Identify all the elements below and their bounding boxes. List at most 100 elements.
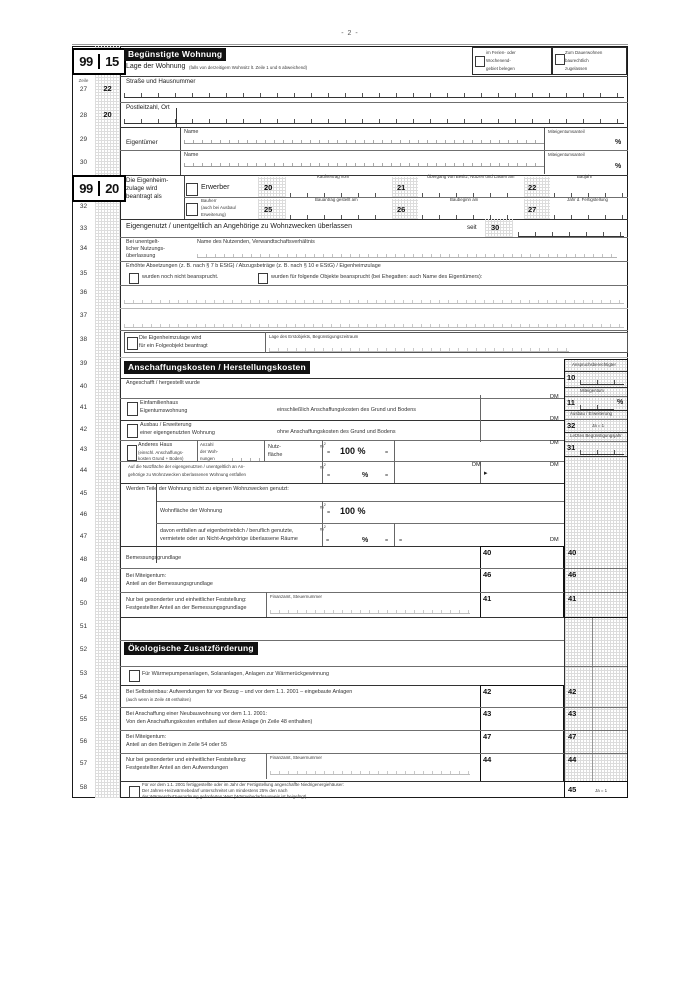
box-ferien-gebiet[interactable] — [472, 47, 552, 75]
label-ausbau-l1: Ausbau / Erweiterung — [140, 422, 192, 428]
sep-47a — [322, 523, 323, 546]
zeile-37: 37 — [79, 312, 88, 319]
zeile-55: 55 — [79, 716, 88, 723]
mesh-kz-21 — [392, 177, 418, 197]
input-objekte-1[interactable] — [124, 298, 624, 304]
zeile-36: 36 — [79, 289, 88, 296]
sep-44a — [322, 461, 323, 483]
input-kz-10[interactable] — [580, 376, 624, 385]
label-baujahr: Baujahr — [577, 174, 593, 179]
rule-48-right — [565, 568, 627, 569]
sep-plz-ort — [176, 108, 177, 128]
checkbox-anderes-haus[interactable] — [127, 445, 137, 461]
zeile-45: 45 — [79, 490, 88, 497]
zeile-44: 44 — [79, 467, 88, 474]
kennzahl-40-right: 40 — [568, 548, 577, 557]
box-folgeobjekt — [124, 332, 628, 353]
rule-47 — [120, 546, 564, 547]
input-strasse[interactable] — [124, 91, 624, 98]
checkbox-waermepumpe[interactable] — [129, 670, 140, 682]
kennzahl-40: 40 — [483, 548, 492, 557]
input-objekte-2[interactable] — [124, 322, 624, 328]
sep-43c — [322, 440, 323, 461]
label-ferien-l3: gebiet belegen — [486, 66, 515, 71]
checkbox-ausbau[interactable] — [127, 424, 138, 438]
input-name-1[interactable] — [184, 138, 544, 144]
rule-45 — [156, 501, 564, 502]
label-nutzflaeche-anteil-l2: gehörige zu Wohnzwecken überlassenen Woh… — [128, 472, 246, 477]
kennzahl-43: 43 — [483, 709, 492, 718]
input-seit-datum[interactable] — [518, 230, 624, 237]
sep-folgeobjekt — [265, 332, 266, 353]
input-name-2[interactable] — [184, 161, 544, 167]
right-band-mesh — [565, 618, 627, 668]
label-eigentumswohnung: Eigentumswohnung — [140, 408, 188, 414]
rule-52 — [120, 666, 564, 667]
label-dauer-l1: Zum Dauerwohnen — [565, 50, 603, 55]
label-selbsteinbau-l1: Bei Selbsteinbau: Aufwendungen für vor B… — [126, 689, 353, 695]
kennzahl-46-right: 46 — [568, 570, 577, 579]
checkbox-einfamilienhaus[interactable] — [127, 402, 138, 416]
frame-left — [72, 46, 73, 798]
label-plz-ort: Postleitzahl, Ort — [126, 104, 170, 111]
kennzahl-43-right: 43 — [568, 709, 577, 718]
label-anderes-haus: Anderes Haus — [138, 442, 173, 448]
sep-41 — [480, 395, 481, 420]
checkbox-bauherr[interactable] — [186, 203, 198, 216]
input-nutzender[interactable] — [197, 252, 617, 258]
frame-bottom — [72, 797, 628, 798]
kennzahl-11: 11 — [567, 398, 575, 407]
label-nutzung-hint: Name des Nutzenden, Verwandtschaftsverhä… — [197, 239, 315, 245]
note-ohne-grund: ohne Anschaffungskosten des Grund und Bo… — [277, 429, 396, 435]
label-folgeobjekt-l2: für ein Folgeobjekt beantragt — [139, 343, 208, 349]
checkbox-nicht-beansprucht[interactable] — [129, 273, 139, 284]
checkbox-ferien[interactable] — [475, 56, 485, 67]
label-davon-entfallen-l2: vermietete oder an Nicht-Angehörige über… — [160, 536, 298, 542]
stamp-99-15: 99 15 — [72, 48, 126, 75]
rule-rp-7 — [565, 441, 627, 442]
checkbox-niedrigenergie[interactable] — [129, 786, 140, 798]
checkbox-beansprucht[interactable] — [258, 273, 268, 284]
rule-rp-5 — [565, 419, 627, 420]
kennzahl-22: 22 — [103, 84, 112, 93]
input-kz-31[interactable] — [580, 446, 624, 455]
label-anzahl-l1: Anzahl — [200, 442, 214, 447]
rule-30 — [120, 175, 628, 176]
zeile-49: 49 — [79, 577, 88, 584]
zeile-47: 47 — [79, 533, 88, 540]
input-finanzamt-57[interactable] — [270, 769, 470, 775]
mesh-kz-27 — [524, 199, 550, 219]
percent-44: % — [362, 472, 369, 479]
label-ferien-l2: Wochenend- — [486, 58, 511, 63]
right-band-sep2 — [592, 618, 593, 668]
kennzahl-47-right: 47 — [568, 732, 577, 741]
kennzahl-20: 20 — [103, 110, 112, 119]
label-bauantrag: Bauantrag gestellt am — [315, 197, 358, 202]
checkbox-erwerber[interactable] — [186, 183, 198, 196]
label-niedrigenergie-l2: Der Jahres-Heizwärmebedarf unterschreite… — [142, 788, 288, 793]
label-nutzflaeche-anteil-l1: Auf die Nutzfläche der eigengenutzten / … — [128, 464, 245, 469]
input-plz-ort[interactable] — [124, 117, 624, 124]
label-anzahl-l2: der Woh- — [200, 449, 218, 454]
kennzahl-26: 26 — [397, 205, 406, 214]
label-nutzung-l2: licher Nutzungs- — [126, 246, 165, 252]
box-oeko-group — [480, 685, 564, 782]
sep-50 — [266, 592, 267, 617]
rule-zulage-bottom — [120, 219, 628, 220]
kennzahl-41: 41 — [483, 594, 492, 603]
rule-48 — [120, 568, 564, 569]
input-finanzamt-50[interactable] — [270, 608, 470, 614]
sep-57 — [266, 753, 267, 779]
eq-47-left: = — [326, 538, 330, 544]
checkbox-folgeobjekt[interactable] — [127, 337, 138, 350]
percent-miteigentum: % — [617, 399, 624, 406]
dm-41: DM — [550, 394, 559, 400]
label-finanzamt-steuernummer-57: Finanzamt, Steuernummer — [270, 755, 322, 760]
input-erstobjekt[interactable] — [269, 346, 569, 352]
right-band-sep — [564, 618, 565, 668]
label-eigengenutzt: Eigengenutzt / unentgeltlich an Angehöri… — [126, 223, 352, 230]
label-nutzflaeche-l1: Nutz- — [268, 444, 281, 450]
checkbox-dauerwohnen[interactable] — [555, 54, 565, 65]
input-kz-11[interactable] — [580, 401, 614, 410]
label-miteigentum-anteil-l2: Anteil an der Bemessungsgrundlage — [126, 581, 213, 587]
